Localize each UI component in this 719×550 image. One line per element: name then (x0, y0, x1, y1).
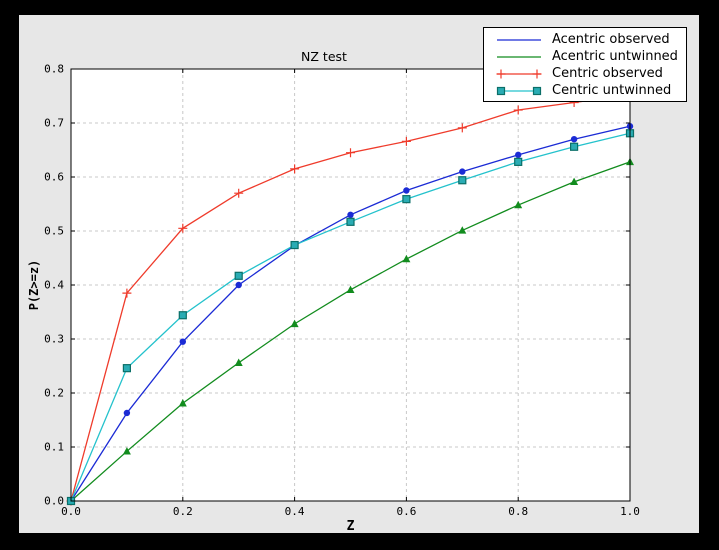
plot-area: 0.0 0.2 0.4 0.6 0.8 1.0 0.0 0.1 0.2 0.3 0.4 0.5 0.6 0… (44, 63, 640, 519)
x-tick-label: 1.0 (620, 505, 640, 518)
y-tick-label: 0.4 (44, 279, 64, 292)
data-point-marker (234, 358, 243, 366)
chart-title: NZ test (301, 49, 347, 64)
data-point-marker (514, 157, 523, 166)
x-tick-label: 0.6 (396, 505, 416, 518)
data-point-marker (459, 168, 466, 175)
data-point-marker (178, 223, 188, 233)
data-point-marker (401, 136, 411, 146)
legend-line-sample-centric-untwinned (496, 86, 542, 95)
data-point-marker (122, 364, 132, 373)
data-point-marker (122, 447, 131, 455)
legend-label: Acentric untwinned (552, 49, 678, 64)
data-point-marker (514, 200, 523, 209)
data-point-marker (513, 105, 523, 115)
y-tick-label: 0.3 (44, 333, 64, 346)
data-point-marker (402, 254, 411, 263)
data-point-marker (458, 176, 467, 185)
legend-line-sample-centric-observed (496, 69, 542, 78)
data-point-marker (290, 240, 299, 250)
data-point-marker (290, 164, 300, 174)
data-point-marker (457, 123, 467, 133)
data-point-marker (290, 319, 299, 328)
data-point-marker (179, 338, 186, 345)
legend-label: Acentric observed (552, 32, 670, 47)
figure: 0.0 0.2 0.4 0.6 0.8 1.0 0.0 0.1 0.2 0.3 0.4 0.5 0.6 0… (19, 15, 699, 534)
legend-item: Acentric untwinned (484, 48, 686, 65)
x-tick-label: 0.8 (508, 505, 528, 518)
data-point-marker (402, 195, 411, 204)
data-point-marker (569, 142, 579, 151)
data-point-marker (346, 285, 355, 294)
x-tick-label: 0.4 (285, 505, 305, 518)
data-point-marker (496, 69, 506, 78)
data-point-marker (346, 217, 355, 226)
data-point-marker (235, 281, 242, 289)
x-tick-label: 0.2 (173, 505, 193, 518)
data-point-marker (234, 188, 244, 198)
data-point-marker (122, 288, 132, 298)
y-tick-label: 0.2 (44, 387, 64, 400)
legend-item: Acentric observed (484, 31, 686, 48)
data-point-marker (178, 399, 187, 407)
legend-label: Centric observed (552, 66, 663, 81)
y-axis-label: P(Z>=z) (27, 259, 41, 311)
legend-line-sample-acentric-observed (497, 38, 541, 41)
legend: Acentric observed Acentric untwinned Cen… (483, 27, 687, 102)
legend-label: Centric untwinned (552, 83, 672, 98)
data-point-marker (346, 148, 355, 158)
y-tick-label: 0.8 (44, 63, 64, 76)
y-tick-label: 0.5 (44, 225, 64, 238)
legend-item: Centric untwinned (484, 82, 686, 99)
x-tick-label: 0.0 (61, 505, 81, 518)
data-point-marker (403, 187, 410, 194)
x-axis-label: Z (346, 519, 355, 534)
y-tick-label: 0.1 (44, 441, 64, 454)
data-point-marker (532, 86, 542, 95)
data-point-marker (234, 271, 243, 280)
y-tick-label: 0.6 (44, 171, 64, 184)
data-point-marker (458, 226, 467, 234)
y-tick-label: 0.7 (44, 117, 64, 130)
data-point-marker (532, 69, 542, 78)
data-point-marker (178, 311, 187, 320)
legend-line-sample-acentric-untwinned (497, 55, 541, 58)
data-point-marker (123, 409, 131, 417)
y-tick-label: 0.0 (44, 495, 64, 508)
data-point-marker (570, 136, 578, 143)
legend-item: Centric observed (484, 65, 686, 82)
data-point-marker (570, 177, 579, 186)
plot-background (71, 69, 630, 501)
data-point-marker (347, 211, 354, 218)
data-point-marker (496, 86, 506, 95)
data-point-marker (515, 151, 522, 159)
